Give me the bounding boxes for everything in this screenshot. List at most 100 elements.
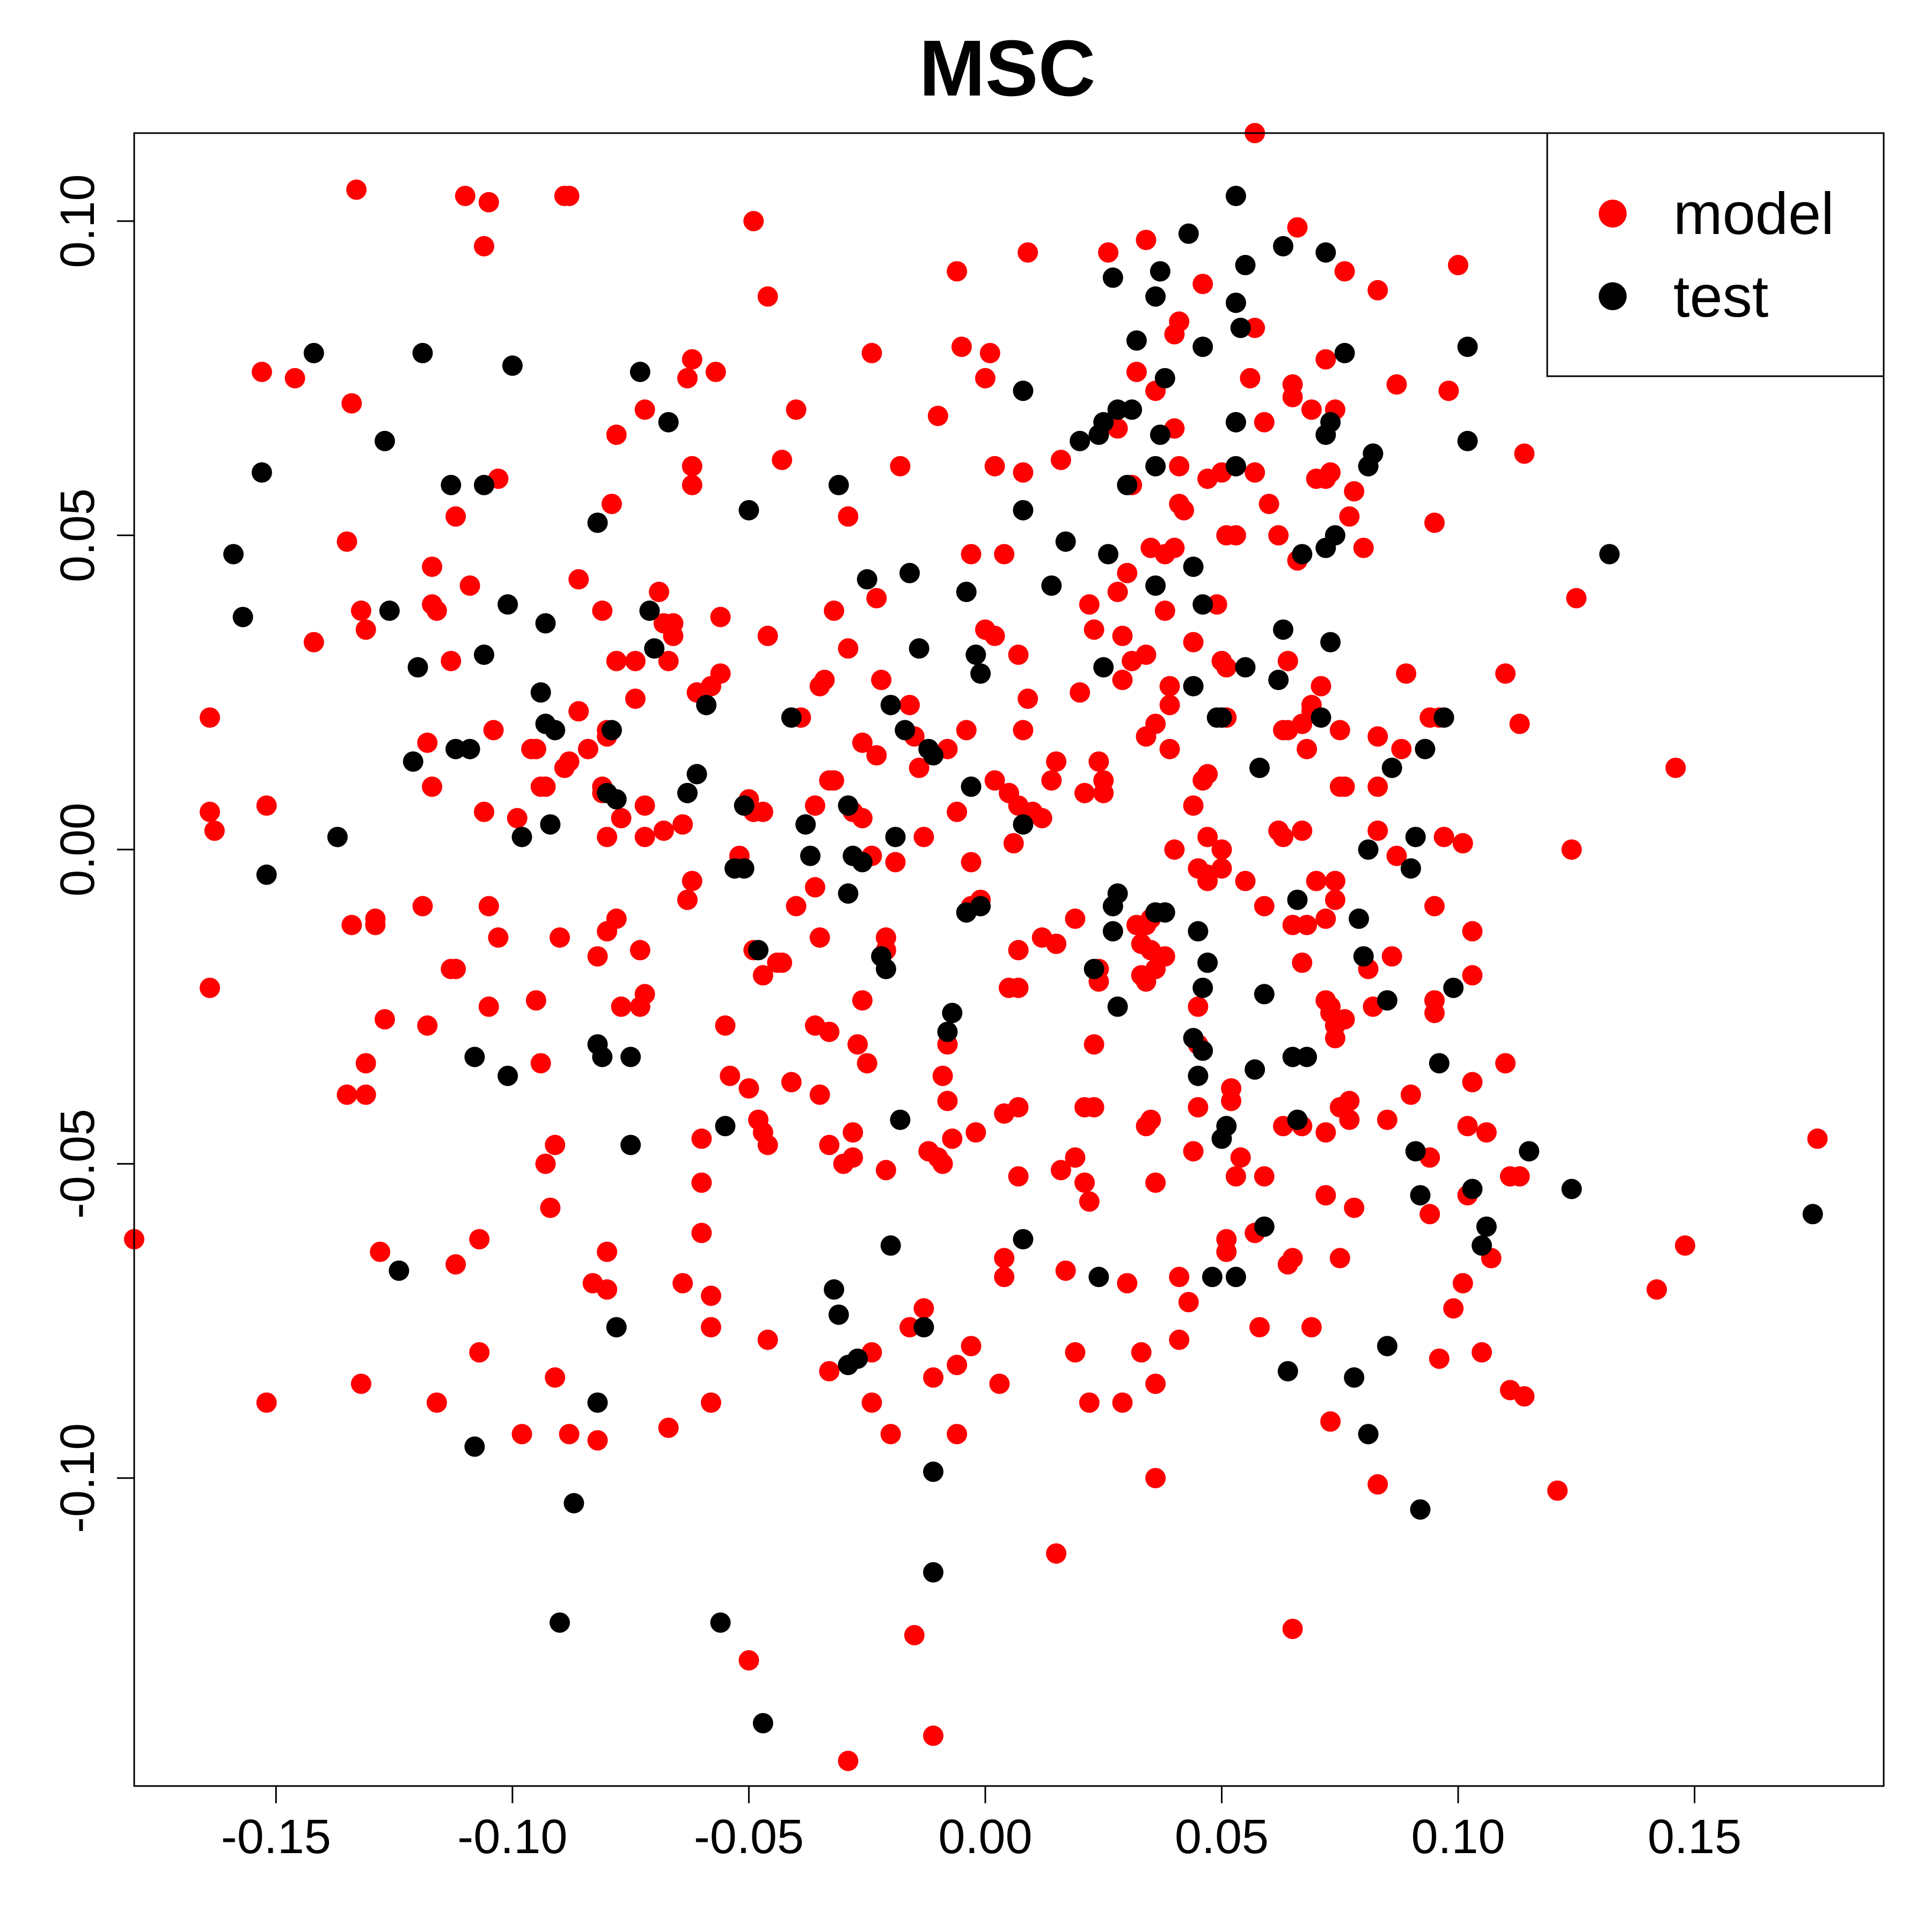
- point-model-219: [852, 808, 873, 829]
- point-model-119: [1079, 594, 1100, 615]
- point-model-28: [951, 336, 972, 357]
- point-model-111: [710, 663, 731, 684]
- point-model-259: [677, 889, 698, 910]
- point-test-51: [923, 745, 943, 766]
- point-model-204: [256, 795, 277, 816]
- point-model-405: [757, 1329, 778, 1350]
- point-test-41: [800, 845, 821, 866]
- point-test-147: [942, 1002, 963, 1023]
- point-model-102: [866, 588, 887, 609]
- point-test-66: [1122, 399, 1143, 420]
- x-tick-label-0: -0.15: [221, 1810, 331, 1864]
- point-model-463: [838, 1751, 859, 1772]
- point-model-222: [885, 852, 906, 873]
- point-model-320: [738, 1078, 759, 1099]
- legend-label-test: test: [1673, 264, 1768, 330]
- point-model-15: [606, 425, 627, 445]
- point-model-84: [994, 544, 1015, 565]
- point-test-174: [1358, 1424, 1379, 1445]
- point-test-170: [1287, 1109, 1308, 1130]
- point-model-416: [994, 1267, 1015, 1287]
- point-test-74: [1225, 292, 1246, 313]
- point-model-370: [1315, 1122, 1336, 1143]
- point-test-68: [1102, 267, 1123, 288]
- point-test-36: [686, 764, 707, 785]
- point-test-0: [303, 342, 324, 363]
- point-model-251: [445, 958, 466, 979]
- point-model-309: [336, 1084, 357, 1105]
- point-model-330: [809, 1084, 830, 1105]
- point-test-116: [838, 883, 859, 904]
- point-test-53: [965, 645, 986, 665]
- point-model-255: [587, 946, 608, 967]
- point-model-141: [1367, 726, 1388, 747]
- point-model-52: [1301, 399, 1322, 420]
- legend: model test: [1546, 132, 1885, 377]
- point-model-150: [417, 733, 438, 753]
- point-model-426: [1169, 1267, 1190, 1287]
- point-model-436: [1320, 1411, 1341, 1432]
- point-model-378: [1377, 1109, 1397, 1130]
- point-model-3: [474, 236, 494, 257]
- point-test-159: [847, 1348, 868, 1369]
- point-model-245: [200, 977, 220, 998]
- point-test-65: [1117, 474, 1138, 495]
- point-test-79: [1145, 456, 1166, 477]
- point-model-65: [1050, 450, 1071, 470]
- point-model-402: [691, 1223, 712, 1243]
- point-model-200: [1334, 776, 1355, 797]
- point-test-162: [913, 1317, 934, 1338]
- point-test-135: [1188, 1065, 1209, 1086]
- point-model-434: [1301, 1317, 1322, 1338]
- point-model-143: [1391, 738, 1412, 759]
- point-model-418: [989, 1373, 1010, 1394]
- point-model-459: [1145, 1468, 1166, 1489]
- point-model-89: [355, 619, 376, 640]
- point-test-186: [564, 1493, 584, 1513]
- point-model-99: [757, 625, 778, 646]
- point-model-287: [1136, 971, 1157, 992]
- point-model-94: [649, 581, 669, 602]
- x-axis: -0.15 -0.10 -0.05 0.00 0.05 0.10 0.15: [221, 1785, 1741, 1864]
- point-model-326: [819, 1021, 840, 1042]
- point-model-5: [559, 186, 580, 207]
- point-model-175: [984, 770, 1005, 791]
- point-model-92: [303, 632, 324, 653]
- point-test-4: [658, 412, 679, 433]
- point-model-37: [1192, 274, 1213, 295]
- point-test-130: [1154, 902, 1175, 923]
- point-model-240: [1367, 820, 1388, 841]
- point-model-448: [256, 1392, 277, 1413]
- point-test-187: [550, 1612, 570, 1633]
- point-model-174: [947, 801, 968, 822]
- point-test-177: [1462, 1179, 1483, 1199]
- point-model-215: [752, 801, 773, 822]
- point-model-232: [1235, 870, 1256, 891]
- point-test-143: [1353, 946, 1374, 967]
- point-model-107: [606, 650, 627, 671]
- point-test-18: [644, 638, 665, 659]
- point-model-360: [1188, 1097, 1209, 1118]
- point-model-456: [658, 1417, 679, 1438]
- point-test-107: [1457, 430, 1478, 451]
- point-model-228: [1197, 870, 1218, 891]
- point-test-117: [748, 940, 769, 961]
- point-test-157: [828, 1304, 849, 1325]
- point-model-7: [757, 286, 778, 307]
- point-model-71: [1339, 506, 1360, 527]
- point-model-206: [507, 808, 528, 829]
- point-model-238: [1324, 870, 1345, 891]
- point-model-331: [819, 1135, 840, 1155]
- point-model-31: [927, 406, 948, 426]
- point-model-39: [1287, 217, 1308, 238]
- point-model-294: [1324, 1028, 1345, 1049]
- point-model-29: [979, 342, 1000, 363]
- point-model-131: [1183, 632, 1204, 653]
- point-model-348: [1084, 1034, 1104, 1055]
- point-model-375: [1339, 1091, 1360, 1111]
- point-test-167: [1202, 1267, 1223, 1287]
- point-model-428: [1178, 1292, 1199, 1313]
- point-model-237: [1306, 870, 1327, 891]
- point-test-154: [620, 1135, 641, 1155]
